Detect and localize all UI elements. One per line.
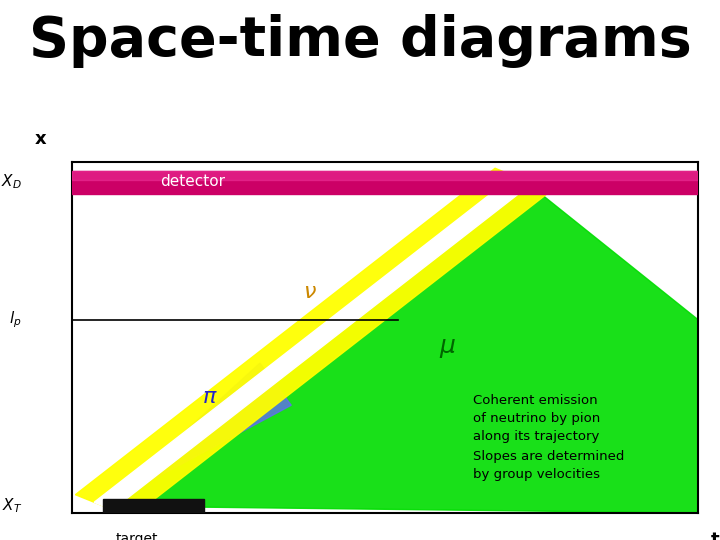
Text: $X_T$: $X_T$ [1, 497, 22, 515]
Polygon shape [76, 168, 551, 517]
Text: $l_p$: $l_p$ [9, 309, 22, 330]
Text: $\nu$: $\nu$ [303, 282, 317, 302]
Text: Coherent emission
of neutrino by pion
along its trajectory: Coherent emission of neutrino by pion al… [473, 394, 600, 443]
Polygon shape [104, 363, 291, 506]
Text: $\pi$: $\pi$ [202, 387, 217, 407]
Bar [72, 171, 698, 193]
Text: t: t [711, 530, 719, 540]
Polygon shape [94, 176, 532, 510]
Text: detector: detector [160, 174, 225, 189]
Text: x: x [35, 130, 46, 148]
Bar [72, 171, 698, 180]
Bar [104, 499, 204, 513]
Text: target: target [116, 532, 158, 540]
Text: Space-time diagrams: Space-time diagrams [29, 14, 691, 68]
Polygon shape [104, 179, 698, 513]
Text: $X_D$: $X_D$ [1, 172, 22, 191]
Text: Slopes are determined
by group velocities: Slopes are determined by group velocitie… [473, 450, 624, 481]
Text: $\mu$: $\mu$ [439, 336, 456, 360]
